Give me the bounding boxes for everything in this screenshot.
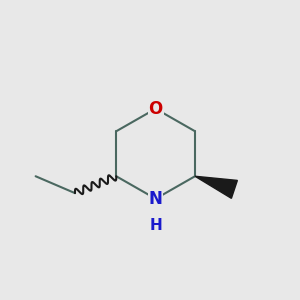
Text: O: O bbox=[148, 100, 163, 118]
Text: H: H bbox=[149, 218, 162, 233]
Text: N: N bbox=[149, 190, 163, 208]
Polygon shape bbox=[195, 176, 237, 198]
